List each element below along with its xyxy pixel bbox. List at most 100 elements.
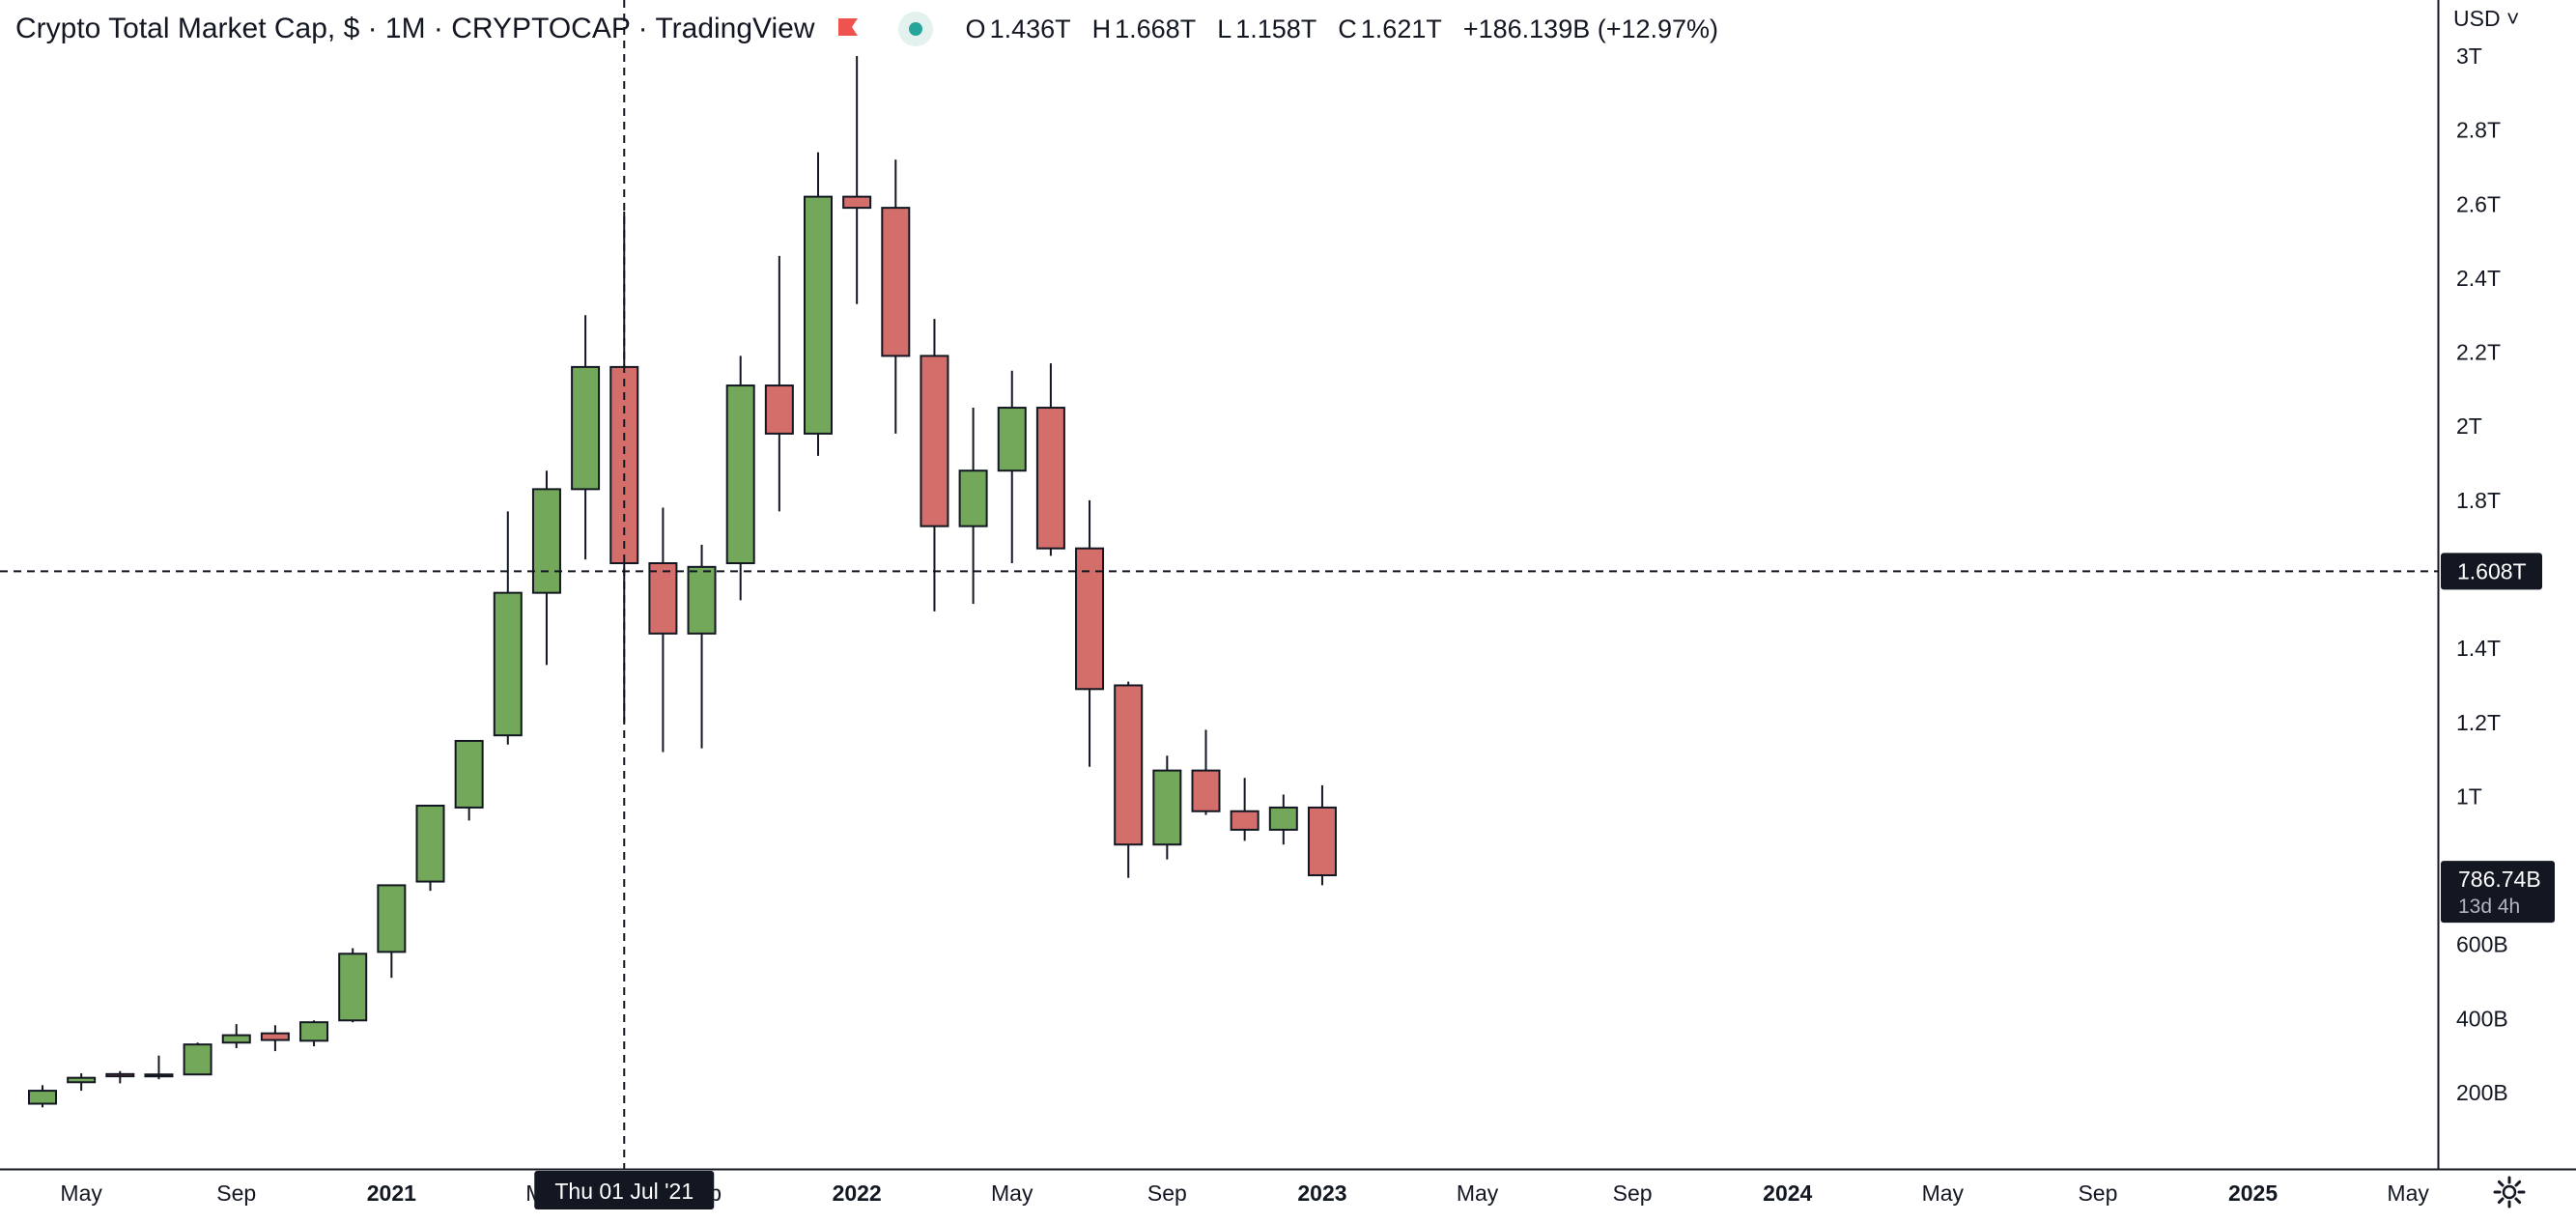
time-tick-label: May	[1922, 1180, 1965, 1206]
close-value: 1.621T	[1360, 14, 1442, 43]
candle-body-up	[221, 1034, 251, 1044]
candle-body-down	[881, 207, 911, 357]
candle-body-up	[997, 407, 1027, 472]
market-status-dot-icon[interactable]	[897, 12, 933, 46]
price-tick-label: 2T	[2456, 413, 2482, 439]
low-value: 1.158T	[1235, 14, 1317, 43]
gear-icon[interactable]	[2492, 1175, 2527, 1209]
candle-body-up	[725, 384, 755, 565]
high-label: H	[1091, 14, 1112, 43]
price-tick-label: 1.8T	[2456, 488, 2501, 513]
candle	[454, 739, 484, 821]
candle	[67, 1073, 97, 1092]
candle-body-up	[1152, 769, 1182, 846]
candle	[648, 507, 678, 753]
candle-body-down	[648, 562, 678, 635]
candle-body-down	[920, 355, 949, 527]
candle	[881, 159, 911, 434]
time-scale-bg	[0, 1169, 2576, 1223]
time-tick-label: 2025	[2228, 1180, 2278, 1206]
change-value: +186.139B (+12.97%)	[1462, 14, 1719, 43]
candle-body-down	[1307, 806, 1337, 877]
candle-body-up	[571, 365, 601, 491]
candle	[1114, 681, 1144, 878]
candle-body-down	[842, 195, 872, 210]
candle	[493, 511, 523, 745]
ohlc-values: O 1.436T H 1.668T L 1.158T C 1.621T +186.139…	[966, 14, 1741, 44]
time-tick-label: May	[1457, 1180, 1499, 1206]
candle	[1307, 784, 1337, 886]
price-tick-label: 2.2T	[2456, 340, 2501, 365]
open-label: O	[965, 14, 986, 43]
candle-body-down	[1035, 407, 1065, 550]
candle-body-up	[67, 1076, 97, 1084]
candle	[28, 1085, 57, 1108]
candle-body-up	[493, 591, 523, 737]
candle	[842, 56, 872, 304]
flag-icon[interactable]	[836, 16, 860, 42]
candle-body-down	[1191, 769, 1221, 812]
time-tick-label: Sep	[216, 1180, 256, 1206]
price-tick-label: 2.6T	[2456, 191, 2501, 216]
time-tick-label: 2024	[1763, 1180, 1812, 1206]
candle-body-up	[1268, 806, 1298, 831]
candle	[299, 1020, 329, 1047]
last-price-badge	[2441, 861, 2555, 924]
candle-body-up	[144, 1073, 174, 1078]
candle-body-down	[105, 1072, 135, 1078]
candle	[144, 1055, 174, 1080]
symbol-title[interactable]: Crypto Total Market Cap, $ · 1M · CRYPTO…	[15, 13, 815, 44]
price-tick-label: 200B	[2456, 1080, 2508, 1105]
candle	[1035, 363, 1065, 556]
candle-body-up	[804, 195, 833, 435]
candle	[338, 948, 368, 1023]
price-tick-label: 2.4T	[2456, 266, 2501, 291]
crosshair-time-badge	[534, 1171, 715, 1209]
low-label: L	[1217, 14, 1232, 43]
candle	[571, 315, 601, 560]
candle	[415, 805, 445, 892]
price-tick-label: 400B	[2456, 1006, 2508, 1031]
crosshair-price-badge	[2441, 553, 2542, 590]
candle	[1230, 778, 1260, 841]
candle	[687, 544, 717, 749]
time-axis[interactable]: May Sep 2021 May Sep 2022 May Sep 2023 May Sep 2024…	[0, 1168, 2576, 1223]
candle-body-down	[1075, 547, 1105, 691]
candle-body-up	[338, 953, 368, 1022]
time-tick-label: 2021	[367, 1180, 416, 1206]
candle	[260, 1025, 290, 1052]
candle	[725, 356, 755, 601]
chart-legend: Crypto Total Market Cap, $ · 1M · CRYPTO…	[15, 8, 1740, 50]
countdown-label: 13d 4h	[2458, 896, 2520, 918]
time-tick-label: May	[2387, 1180, 2429, 1206]
candle	[183, 1042, 212, 1076]
candle	[920, 319, 949, 612]
crosshair-price-label: 1.608T	[2457, 558, 2527, 583]
candle	[377, 884, 407, 979]
candle	[105, 1070, 135, 1084]
candle-body-up	[415, 805, 445, 883]
candle	[1268, 794, 1298, 845]
candle	[531, 470, 561, 666]
time-tick-label: Sep	[2078, 1180, 2117, 1206]
axis-labels: 1.608T Thu 01 Jul '21 786.74B 13d 4h	[534, 553, 2555, 1209]
currency-selector[interactable]: USD ˅	[2453, 6, 2520, 31]
price-scale-bg	[2438, 0, 2576, 1223]
open-value: 1.436T	[989, 14, 1071, 43]
price-axis[interactable]: 3T 2.8T 2.6T 2.4T 2.2T 2T 1.8T 1.4T 1.2T 1T 600B 40…	[2437, 0, 2576, 1223]
price-tick-label: 600B	[2456, 932, 2508, 957]
crosshair-time-label: Thu 01 Jul '21	[554, 1179, 694, 1204]
time-tick-label: Sep	[1613, 1180, 1653, 1206]
price-tick-label: 3T	[2456, 43, 2482, 69]
candle	[1152, 755, 1182, 860]
candle	[1075, 499, 1105, 767]
candle-body-up	[183, 1043, 212, 1076]
time-tick-label: Sep	[1147, 1180, 1187, 1206]
candle	[1191, 729, 1221, 815]
candle-body-down	[260, 1032, 290, 1041]
candle-body-down	[1230, 810, 1260, 831]
candle	[958, 408, 988, 605]
price-tick-label: 1.2T	[2456, 710, 2501, 735]
candle-body-down	[1114, 684, 1144, 846]
